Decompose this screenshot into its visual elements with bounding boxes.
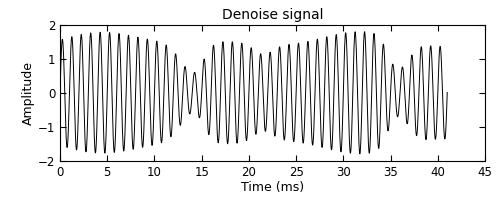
X-axis label: Time (ms): Time (ms): [241, 181, 304, 194]
Y-axis label: Amplitude: Amplitude: [22, 61, 35, 125]
Title: Denoise signal: Denoise signal: [222, 8, 323, 22]
